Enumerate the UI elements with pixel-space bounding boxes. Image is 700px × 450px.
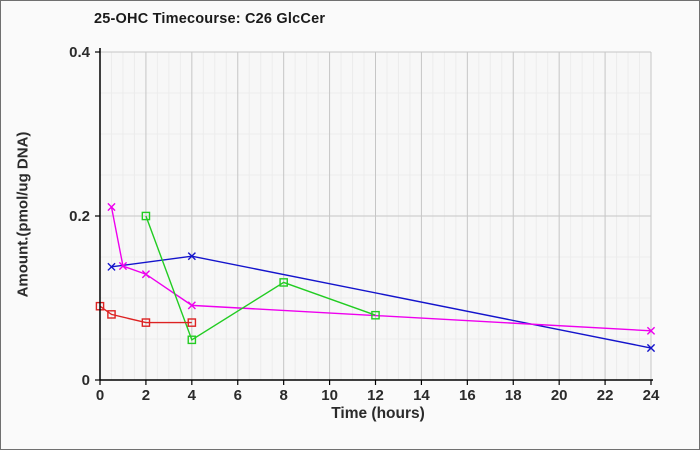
series-green-square-marker bbox=[279, 278, 288, 287]
series-blue-x bbox=[107, 252, 656, 353]
x-tick-label: 2 bbox=[142, 387, 150, 404]
x-tick-label: 16 bbox=[459, 387, 476, 404]
x-tick-label: 0 bbox=[96, 387, 104, 404]
series-blue-x-marker bbox=[107, 262, 116, 271]
x-tick-label: 22 bbox=[597, 387, 614, 404]
x-tick-label: 14 bbox=[413, 387, 430, 404]
series-magenta-x-marker bbox=[107, 202, 116, 212]
series-green-square bbox=[141, 211, 380, 345]
series-magenta-x-marker bbox=[187, 301, 196, 310]
x-axis-label: Time (hours) bbox=[331, 405, 425, 422]
series-red-square-marker bbox=[107, 310, 116, 319]
grid-major bbox=[100, 51, 652, 380]
y-tick-label: 0.4 bbox=[69, 44, 91, 61]
x-tick-label: 18 bbox=[505, 387, 522, 404]
x-tick-label: 10 bbox=[321, 387, 338, 404]
x-tick-label: 8 bbox=[279, 387, 287, 404]
series-blue-x-marker bbox=[187, 252, 196, 261]
series-green-square-marker bbox=[141, 211, 151, 221]
series-magenta-x-marker bbox=[646, 326, 656, 335]
tick-marks bbox=[95, 51, 652, 385]
series-green-square-marker bbox=[187, 335, 197, 345]
series-red-square-line bbox=[99, 305, 192, 324]
x-tick-label: 20 bbox=[551, 387, 568, 404]
y-tick-label: 0 bbox=[82, 372, 90, 389]
series-magenta-x-marker bbox=[118, 261, 128, 271]
y-tick-label: 0.2 bbox=[69, 208, 90, 225]
series-green-square-line bbox=[145, 215, 376, 341]
series-blue-x-marker bbox=[646, 343, 656, 353]
chart-title: 25-OHC Timecourse: C26 GlcCer bbox=[94, 11, 326, 27]
series-red-square-marker bbox=[141, 318, 151, 327]
series-green-square-marker bbox=[371, 310, 380, 320]
series-magenta-x-marker bbox=[141, 270, 151, 279]
x-tick-label: 12 bbox=[367, 387, 384, 404]
series-red-square-marker bbox=[187, 318, 197, 327]
x-tick-label: 24 bbox=[643, 387, 660, 404]
x-tick-label: 4 bbox=[188, 387, 197, 404]
series-magenta-x bbox=[107, 202, 656, 335]
x-tick-label: 6 bbox=[234, 387, 242, 404]
